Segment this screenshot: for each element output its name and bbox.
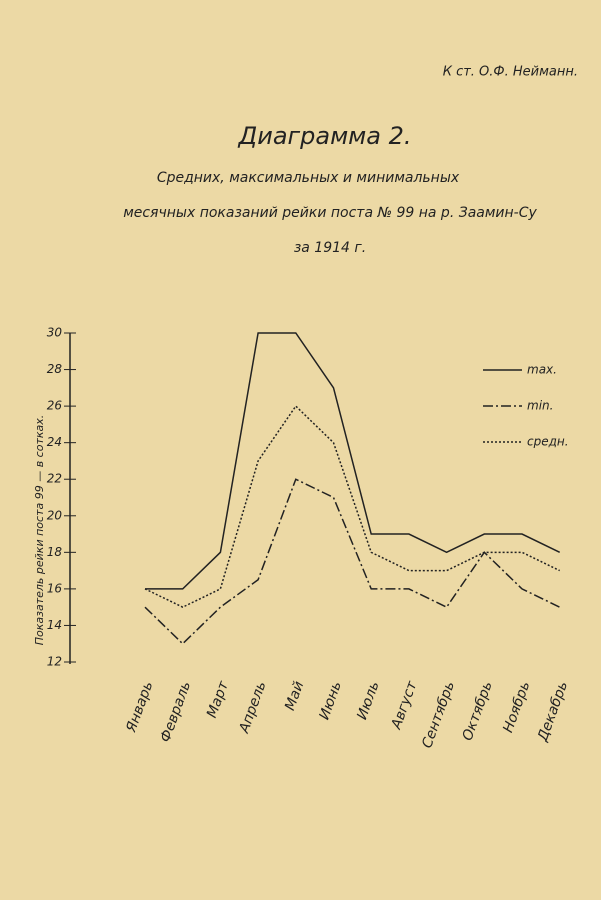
y-tick-label: 22: [47, 472, 62, 486]
y-tick-label: 18: [47, 545, 63, 559]
y-tick-label: 14: [47, 618, 62, 632]
y-axis-label: Показатель рейки поста 99 — в сотках.: [33, 415, 46, 646]
y-tick-label: 28: [47, 362, 63, 376]
series-line: [144, 478, 561, 645]
subtitle: Средних, максимальных и минимальных: [157, 170, 460, 186]
legend-label: средн.: [527, 435, 569, 449]
subtitle: за 1914 г.: [294, 240, 366, 256]
y-tick-label: 20: [47, 508, 63, 522]
author: К ст. О.Ф. Нейманн.: [443, 65, 578, 80]
subtitle: месячных показаний рейки поста № 99 на р…: [123, 205, 537, 221]
chart-title: Диаграмма 2.: [237, 122, 411, 150]
series-line: [144, 404, 561, 609]
y-tick-label: 30: [47, 326, 63, 340]
legend-label: max.: [527, 363, 557, 377]
legend-label: min.: [527, 399, 553, 413]
series-line: [145, 332, 561, 590]
y-tick-label: 26: [47, 399, 63, 413]
y-tick-label: 24: [47, 435, 62, 449]
y-tick-label: 12: [47, 655, 62, 669]
y-tick-label: 16: [47, 581, 63, 595]
